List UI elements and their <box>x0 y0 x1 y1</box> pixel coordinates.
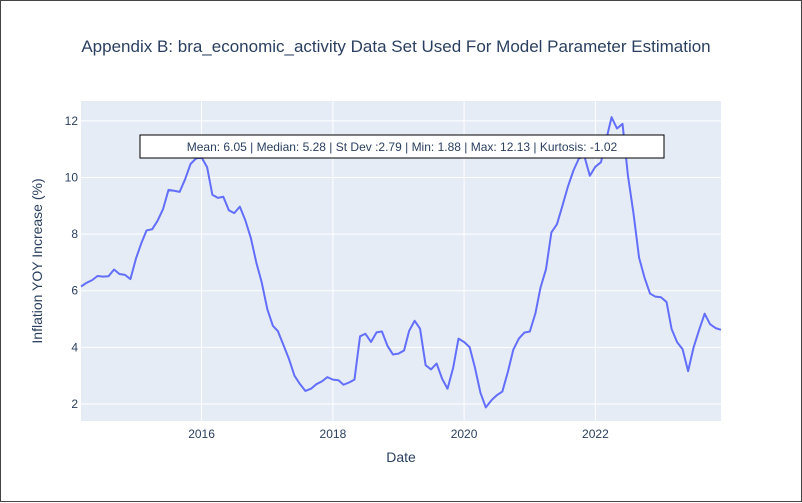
y-tick-label: 6 <box>71 284 78 298</box>
y-tick-label: 4 <box>71 340 78 354</box>
stats-annotation-text: Mean: 6.05 | Median: 5.28 | St Dev :2.79… <box>187 140 618 154</box>
x-tick-labels: 2016 2018 2020 2022 <box>188 427 609 441</box>
y-tick-label: 8 <box>71 227 78 241</box>
x-tick-label: 2016 <box>188 427 215 441</box>
inflation-series-line <box>80 116 722 409</box>
x-axis-title: Date <box>386 449 416 465</box>
y-tick-label: 10 <box>65 170 79 184</box>
y-tick-labels: 2 4 6 8 10 12 <box>65 114 79 411</box>
chart-title: Appendix B: bra_economic_activity Data S… <box>81 37 710 56</box>
stats-annotation: Mean: 6.05 | Median: 5.28 | St Dev :2.79… <box>139 134 665 159</box>
x-tick-label: 2020 <box>451 427 478 441</box>
stats-annotation-box <box>139 134 665 159</box>
x-tick-label: 2022 <box>582 427 609 441</box>
x-tick-label: 2018 <box>320 427 347 441</box>
y-axis-title: Inflation YOY Increase (%) <box>29 178 45 343</box>
y-tick-label: 12 <box>65 114 79 128</box>
y-tick-label: 2 <box>71 397 78 411</box>
